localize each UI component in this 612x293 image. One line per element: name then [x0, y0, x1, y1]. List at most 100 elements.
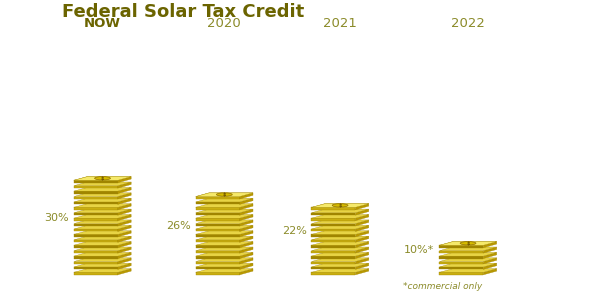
Polygon shape: [356, 209, 369, 215]
Polygon shape: [74, 225, 131, 229]
Polygon shape: [312, 213, 356, 215]
Polygon shape: [74, 269, 131, 272]
Polygon shape: [118, 220, 131, 226]
Polygon shape: [439, 245, 483, 248]
Polygon shape: [239, 236, 253, 242]
Polygon shape: [118, 177, 131, 183]
Polygon shape: [74, 186, 118, 188]
Polygon shape: [118, 242, 131, 248]
Polygon shape: [483, 263, 497, 269]
Polygon shape: [239, 258, 253, 264]
Polygon shape: [356, 263, 369, 269]
Polygon shape: [439, 242, 497, 245]
Polygon shape: [239, 253, 253, 258]
Polygon shape: [196, 207, 239, 210]
Polygon shape: [74, 209, 131, 213]
Polygon shape: [196, 193, 253, 197]
Polygon shape: [74, 262, 118, 264]
Polygon shape: [312, 269, 369, 272]
Polygon shape: [74, 236, 131, 240]
Text: $: $: [101, 176, 104, 181]
Polygon shape: [118, 193, 131, 199]
Polygon shape: [118, 225, 131, 231]
Polygon shape: [74, 245, 118, 248]
Polygon shape: [196, 193, 253, 197]
Polygon shape: [74, 256, 118, 258]
Polygon shape: [74, 263, 131, 267]
Polygon shape: [74, 188, 131, 191]
Polygon shape: [118, 231, 131, 237]
Polygon shape: [239, 269, 253, 275]
Polygon shape: [196, 220, 253, 224]
Polygon shape: [118, 188, 131, 194]
Polygon shape: [356, 258, 369, 264]
Polygon shape: [196, 256, 239, 258]
Polygon shape: [439, 269, 497, 272]
Text: $: $: [338, 203, 342, 208]
Polygon shape: [196, 229, 239, 231]
Ellipse shape: [95, 177, 110, 180]
Polygon shape: [312, 225, 369, 229]
Polygon shape: [196, 240, 239, 242]
Polygon shape: [196, 251, 239, 253]
Polygon shape: [118, 204, 131, 210]
Polygon shape: [312, 207, 356, 210]
Polygon shape: [312, 272, 356, 275]
Ellipse shape: [460, 242, 476, 245]
Polygon shape: [356, 253, 369, 258]
Polygon shape: [356, 225, 369, 231]
Polygon shape: [74, 258, 131, 262]
Polygon shape: [239, 220, 253, 226]
Polygon shape: [196, 258, 253, 262]
Ellipse shape: [332, 204, 348, 207]
Polygon shape: [312, 218, 356, 221]
Polygon shape: [439, 253, 497, 256]
Polygon shape: [439, 258, 497, 262]
Polygon shape: [483, 242, 497, 248]
Polygon shape: [118, 263, 131, 269]
Polygon shape: [74, 193, 131, 197]
Polygon shape: [239, 242, 253, 248]
Polygon shape: [196, 247, 253, 251]
Polygon shape: [312, 234, 356, 237]
Polygon shape: [74, 224, 118, 226]
Polygon shape: [439, 242, 497, 245]
Polygon shape: [196, 262, 239, 264]
Polygon shape: [312, 220, 369, 224]
Polygon shape: [312, 253, 369, 256]
Polygon shape: [196, 253, 253, 256]
Polygon shape: [439, 247, 497, 251]
Polygon shape: [439, 251, 483, 253]
Text: 2020: 2020: [207, 18, 241, 30]
Polygon shape: [439, 272, 483, 275]
Polygon shape: [312, 262, 356, 264]
Polygon shape: [196, 236, 253, 240]
Polygon shape: [74, 180, 118, 183]
Polygon shape: [118, 269, 131, 275]
Polygon shape: [118, 182, 131, 188]
Polygon shape: [239, 247, 253, 253]
Polygon shape: [312, 224, 356, 226]
Polygon shape: [74, 204, 131, 207]
Polygon shape: [118, 198, 131, 205]
Polygon shape: [74, 247, 131, 251]
Text: 22%: 22%: [282, 226, 307, 236]
Polygon shape: [196, 225, 253, 229]
Polygon shape: [74, 242, 131, 245]
Polygon shape: [196, 242, 253, 245]
Polygon shape: [196, 213, 239, 215]
Polygon shape: [356, 247, 369, 253]
Polygon shape: [74, 182, 131, 186]
Polygon shape: [118, 209, 131, 215]
Polygon shape: [74, 177, 131, 180]
Polygon shape: [196, 245, 239, 248]
Text: 30%: 30%: [45, 212, 69, 222]
Polygon shape: [439, 256, 483, 258]
Polygon shape: [74, 251, 118, 253]
Polygon shape: [483, 258, 497, 264]
Polygon shape: [312, 231, 369, 234]
Polygon shape: [118, 258, 131, 264]
Polygon shape: [356, 204, 369, 210]
Polygon shape: [196, 267, 239, 269]
Polygon shape: [74, 198, 131, 202]
